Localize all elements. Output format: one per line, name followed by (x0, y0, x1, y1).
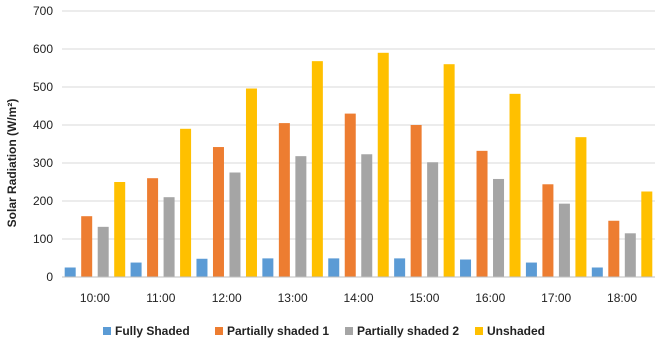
legend-label: Unshaded (487, 324, 545, 338)
x-tick-label: 14:00 (343, 291, 373, 305)
x-tick-label: 12:00 (212, 291, 242, 305)
bar-partially-shaded-1-1100 (147, 178, 159, 277)
legend-label: Fully Shaded (115, 324, 190, 338)
bar-partially-shaded-2-1400 (361, 154, 373, 277)
bar-partially-shaded-2-1300 (295, 156, 307, 277)
bar-fully-shaded-1100 (130, 262, 142, 277)
bar-partially-shaded-1-1300 (278, 123, 290, 277)
bar-partially-shaded-1-1600 (476, 150, 488, 277)
bar-fully-shaded-1600 (460, 259, 472, 277)
bar-unshaded-1700 (575, 137, 587, 277)
legend: Fully Shaded Partially shaded 1 Partially … (103, 324, 545, 338)
bar-partially-shaded-1-1200 (212, 147, 224, 277)
legend-swatch (103, 327, 111, 335)
x-tick-label: 11:00 (146, 291, 175, 305)
x-tick-label: 13:00 (278, 291, 308, 305)
bar-partially-shaded-1-1700 (542, 184, 554, 277)
bar-partially-shaded-2-1800 (624, 233, 636, 277)
bar-partially-shaded-1-1500 (410, 125, 422, 277)
y-tick-label: 700 (33, 4, 53, 18)
y-axis-label: Solar Radiation (W/m²) (5, 99, 19, 228)
bar-partially-shaded-2-1500 (427, 162, 439, 277)
bar-partially-shaded-2-1100 (163, 197, 175, 277)
bar-unshaded-1400 (377, 52, 389, 277)
y-tick-label: 600 (33, 42, 53, 56)
legend-label: Partially shaded 2 (357, 324, 459, 338)
legend-swatch (345, 327, 353, 335)
y-tick-label: 400 (33, 118, 53, 132)
x-tick-label: 16:00 (475, 291, 505, 305)
legend-swatch (215, 327, 223, 335)
bar-partially-shaded-2-1600 (493, 178, 505, 277)
bar-unshaded-1200 (245, 88, 257, 278)
x-tick-label: 17:00 (541, 291, 571, 305)
bars (64, 52, 653, 278)
legend-item: Partially shaded 2 (345, 324, 459, 338)
x-tick-label: 15:00 (409, 291, 439, 305)
bar-unshaded-1500 (443, 64, 455, 277)
bar-partially-shaded-2-1000 (97, 226, 109, 277)
bar-partially-shaded-1-1800 (608, 220, 620, 277)
y-tick-label: 500 (33, 80, 53, 94)
x-tick-label: 18:00 (607, 291, 637, 305)
y-tick-label: 0 (46, 270, 53, 284)
y-tick-label: 200 (33, 194, 53, 208)
bar-partially-shaded-1-1400 (344, 113, 356, 277)
legend-swatch (475, 327, 483, 335)
legend-item: Unshaded (475, 324, 545, 338)
y-tick-label: 300 (33, 156, 53, 170)
bar-partially-shaded-2-1200 (229, 172, 241, 277)
bar-fully-shaded-1700 (525, 262, 537, 277)
bar-partially-shaded-2-1700 (558, 203, 570, 277)
bar-fully-shaded-1400 (328, 258, 340, 277)
bar-fully-shaded-1500 (394, 258, 406, 277)
y-tick-labels: 0 100 200 300 400 500 600 700 (33, 4, 53, 284)
bar-partially-shaded-1-1000 (81, 216, 93, 277)
gridlines (62, 10, 655, 240)
bar-unshaded-1600 (509, 93, 521, 277)
y-tick-label: 100 (33, 232, 53, 246)
legend-item: Fully Shaded (103, 324, 190, 338)
bar-fully-shaded-1200 (196, 258, 208, 277)
legend-label: Partially shaded 1 (227, 324, 329, 338)
bar-unshaded-1000 (114, 182, 126, 277)
bar-unshaded-1300 (311, 61, 323, 277)
bar-fully-shaded-1000 (64, 267, 76, 277)
bar-unshaded-1100 (180, 128, 192, 277)
x-tick-label: 10:00 (80, 291, 110, 305)
bar-fully-shaded-1300 (262, 258, 274, 277)
bar-unshaded-1800 (641, 191, 653, 277)
x-tick-labels: 10:00 11:00 12:00 13:00 14:00 15:00 16:00 17:00… (80, 291, 637, 305)
bar-fully-shaded-1800 (591, 267, 603, 277)
legend-item: Partially shaded 1 (215, 324, 329, 338)
